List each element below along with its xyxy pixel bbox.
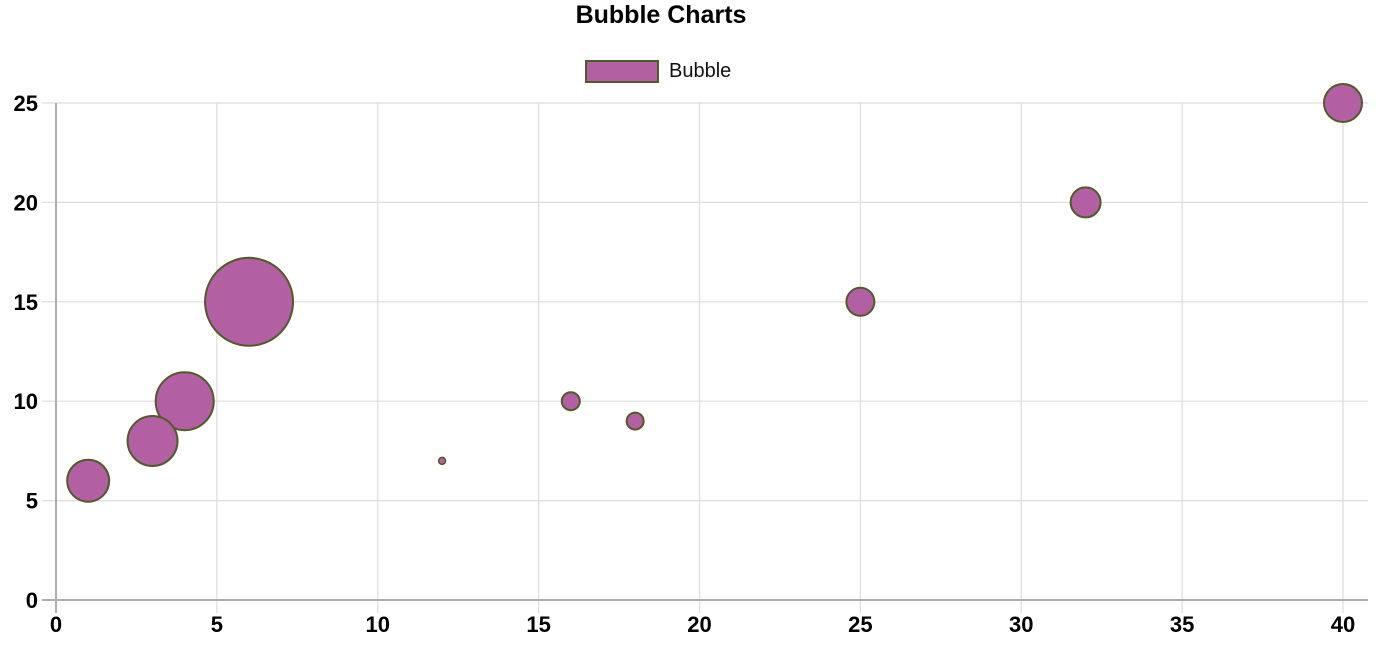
legend-swatch-icon — [585, 60, 659, 83]
bubble-point[interactable] — [437, 456, 447, 466]
legend-label: Bubble — [669, 60, 732, 82]
x-tick-label: 0 — [50, 612, 62, 637]
y-tick-label: 0 — [26, 588, 38, 613]
y-tick-label: 20 — [14, 190, 38, 215]
bubble-point[interactable] — [1069, 186, 1102, 219]
x-tick-label: 5 — [211, 612, 223, 637]
x-tick-label: 30 — [1009, 612, 1033, 637]
x-tick-label: 10 — [366, 612, 390, 637]
y-tick-label: 10 — [14, 389, 38, 414]
bubble-point[interactable] — [154, 371, 215, 432]
bubble-point[interactable] — [625, 411, 645, 431]
x-tick-label: 15 — [526, 612, 550, 637]
y-tick-label: 5 — [26, 489, 38, 514]
bubble-point[interactable] — [66, 458, 111, 503]
bubble-point[interactable] — [126, 414, 179, 467]
bubble-point[interactable] — [845, 286, 876, 317]
legend-item-bubble[interactable]: Bubble — [585, 60, 731, 83]
x-tick-label: 20 — [687, 612, 711, 637]
bubble-point[interactable] — [204, 256, 295, 347]
x-tick-label: 40 — [1331, 612, 1355, 637]
chart-title: Bubble Charts — [575, 1, 747, 29]
x-tick-label: 25 — [848, 612, 872, 637]
bubble-point[interactable] — [1323, 83, 1363, 123]
x-tick-label: 35 — [1170, 612, 1194, 637]
y-tick-label: 15 — [14, 290, 38, 315]
y-tick-label: 25 — [14, 91, 38, 116]
bubble-point[interactable] — [560, 391, 581, 412]
